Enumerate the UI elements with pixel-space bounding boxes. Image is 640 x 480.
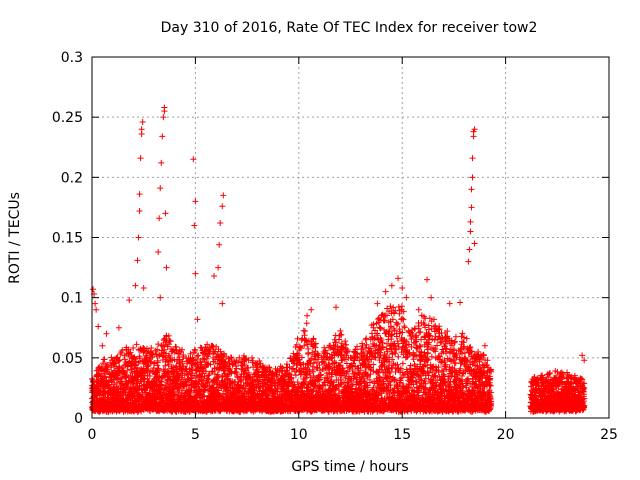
data-point	[363, 335, 370, 342]
data-point	[192, 347, 199, 354]
data-point	[337, 327, 344, 334]
data-points	[88, 104, 588, 415]
data-point	[395, 353, 402, 360]
data-point	[131, 361, 138, 368]
data-point	[111, 360, 118, 367]
data-point	[144, 363, 151, 370]
data-point	[154, 359, 161, 366]
data-point	[395, 303, 402, 310]
data-point	[399, 315, 406, 322]
data-point	[127, 349, 134, 356]
data-point	[133, 341, 140, 348]
data-point	[113, 383, 120, 390]
data-point	[161, 346, 168, 353]
data-point	[147, 358, 154, 365]
data-point	[154, 346, 161, 353]
data-point	[121, 352, 128, 359]
data-point	[377, 325, 384, 332]
data-point	[158, 381, 165, 388]
data-point	[151, 360, 158, 367]
data-point	[139, 391, 146, 398]
data-point	[130, 344, 137, 351]
data-point	[146, 372, 153, 379]
data-point	[99, 360, 106, 367]
data-point	[140, 382, 147, 389]
data-point	[116, 356, 123, 363]
data-point	[135, 359, 142, 366]
data-point	[148, 345, 155, 352]
data-point	[160, 342, 167, 349]
data-point	[120, 368, 127, 375]
data-point	[152, 380, 159, 387]
data-point	[149, 354, 156, 361]
data-point	[103, 363, 110, 370]
data-point	[394, 320, 401, 327]
data-point	[155, 366, 162, 373]
data-point	[115, 357, 122, 364]
chart-title: Day 310 of 2016, Rate Of TEC Index for r…	[161, 20, 538, 36]
data-point	[396, 326, 403, 333]
data-point	[133, 364, 140, 371]
data-point	[301, 328, 308, 335]
data-point	[131, 354, 138, 361]
data-point	[121, 356, 128, 363]
data-point	[101, 356, 108, 363]
data-point	[155, 341, 162, 348]
data-point	[147, 359, 154, 366]
data-point	[108, 354, 115, 361]
data-point	[190, 349, 197, 356]
data-point	[104, 366, 111, 373]
data-point	[303, 320, 310, 327]
data-point	[115, 368, 122, 375]
data-point	[140, 376, 147, 383]
